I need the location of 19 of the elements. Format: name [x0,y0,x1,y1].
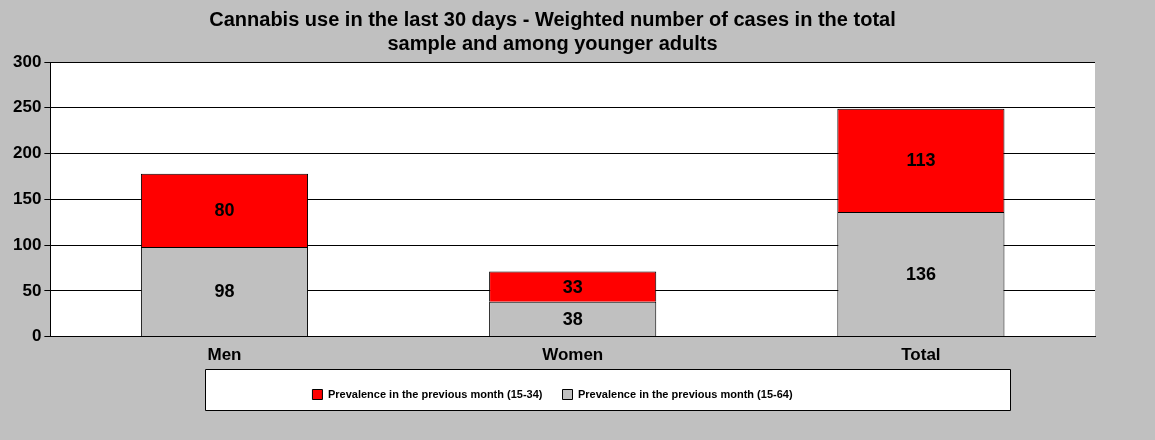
y-tick-label: 250 [12,97,42,117]
y-tick-label: 50 [22,280,42,300]
y-tick-label: 100 [12,234,42,254]
legend-label: Prevalence in the previous month (15-34) [327,387,543,400]
data-label: 98 [214,281,235,302]
data-label: 38 [562,308,583,329]
data-label: 33 [562,276,583,297]
y-tick-label: 300 [12,51,42,71]
y-tick-label: 200 [12,143,42,163]
data-label: 136 [905,264,936,285]
data-label: 80 [214,200,235,221]
legend-label: Prevalence in the previous month (15-64) [578,387,793,400]
y-tick-label: 0 [31,326,42,346]
x-tick-label: Total [901,345,941,365]
y-tick-label: 150 [12,188,42,208]
x-tick-label: Women [542,345,604,365]
data-label: 113 [906,150,936,171]
chart-title: Cannabis use in the last 30 days - Weighted number of cases in the total sample and among younger adults [209,7,896,54]
x-tick-label: Men [207,345,242,365]
